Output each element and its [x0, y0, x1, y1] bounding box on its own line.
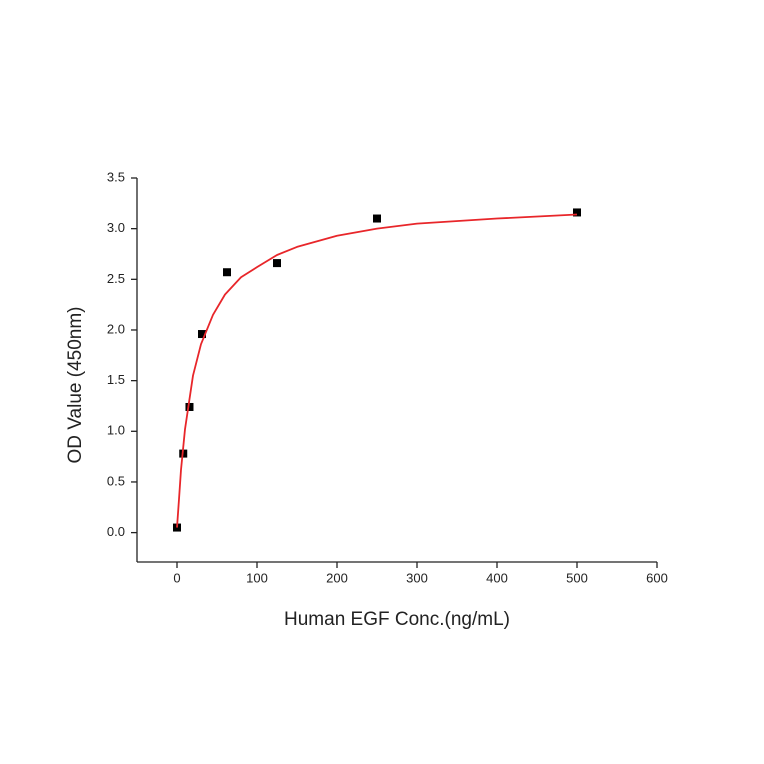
data-point — [223, 268, 231, 277]
y-tick-label: 3.5 — [107, 169, 125, 184]
data-point — [573, 208, 581, 217]
y-tick-label: 3.0 — [107, 220, 125, 235]
data-point — [198, 330, 206, 339]
x-tick-label: 300 — [406, 570, 428, 585]
y-axis-title: OD Value (450nm) — [65, 307, 86, 464]
y-tick-label: 0.5 — [107, 473, 125, 488]
fit-curve — [176, 213, 578, 528]
y-tick-label: 1.0 — [107, 423, 125, 438]
y-tick-label: 2.0 — [107, 321, 125, 336]
x-tick-label: 100 — [246, 570, 268, 585]
x-axis-title: Human EGF Conc.(ng/mL) — [284, 609, 510, 630]
y-tick-label: 2.5 — [107, 271, 125, 286]
data-point — [185, 402, 194, 411]
x-tick-label: 500 — [566, 570, 588, 585]
y-tick-label: 1.5 — [107, 372, 125, 387]
data-point — [373, 214, 381, 223]
x-tick-label: 400 — [486, 570, 508, 585]
y-tick-label: 0.0 — [107, 524, 125, 539]
x-tick-label: 600 — [646, 570, 668, 585]
x-tick-label: 200 — [326, 570, 348, 585]
data-point — [173, 523, 181, 532]
data-point — [273, 259, 281, 268]
x-tick-label: 0 — [173, 570, 180, 585]
